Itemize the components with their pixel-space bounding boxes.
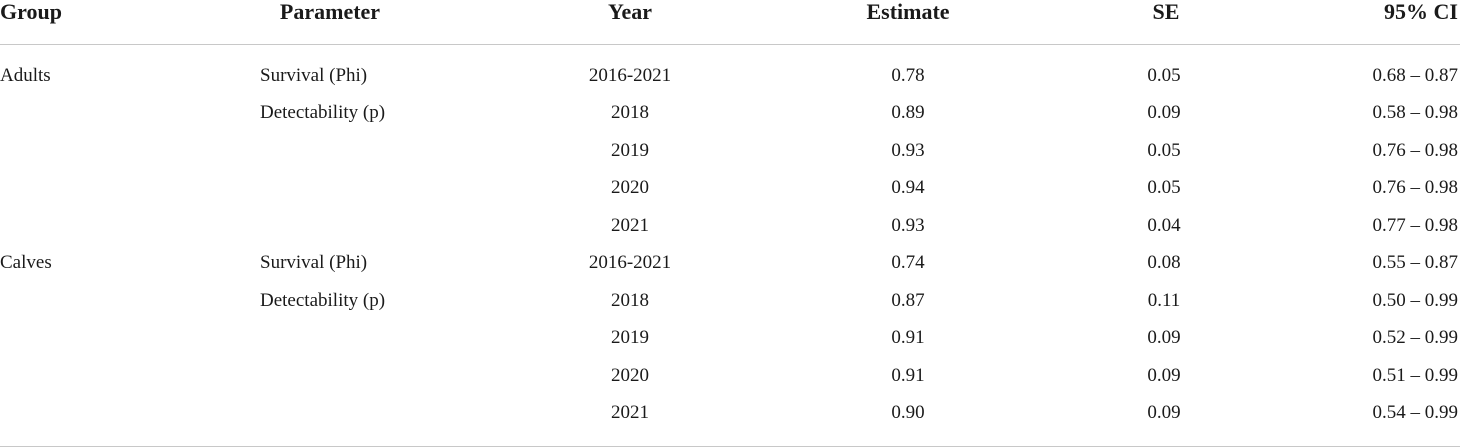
year: 2016-2021 (588, 252, 672, 274)
confidence-interval: 0.51 – 0.99 (1372, 364, 1459, 386)
estimate: 0.91 (891, 364, 925, 386)
column-header: Group (0, 0, 62, 24)
estimate: 0.94 (891, 177, 925, 199)
year: 2016-2021 (588, 65, 672, 86)
estimate: 0.93 (891, 214, 925, 236)
confidence-interval: 0.55 – 0.87 (1372, 252, 1459, 274)
standard-error: 0.09 (1147, 327, 1181, 349)
year: 2020 (611, 364, 649, 386)
parameter-name: Detectability (p) (260, 289, 386, 311)
year: 2018 (611, 102, 649, 124)
parameter-name: Survival (Phi) (260, 252, 368, 274)
confidence-interval: 0.68 – 0.87 (1372, 65, 1459, 86)
column-header: Year (608, 0, 652, 24)
estimate: 0.78 (891, 65, 925, 86)
standard-error: 0.08 (1147, 252, 1181, 274)
year: 2019 (611, 139, 649, 161)
column-header: Parameter (279, 0, 381, 24)
year: 2021 (611, 402, 649, 424)
confidence-interval: 0.76 – 0.98 (1372, 139, 1459, 161)
estimate: 0.89 (891, 102, 925, 124)
standard-error: 0.11 (1147, 289, 1181, 311)
confidence-interval: 0.58 – 0.98 (1372, 102, 1459, 124)
year: 2021 (611, 214, 649, 236)
estimate: 0.90 (891, 402, 925, 424)
estimate: 0.87 (891, 289, 925, 311)
estimate: 0.91 (891, 327, 925, 349)
column-header: SE (1152, 0, 1180, 24)
confidence-interval: 0.77 – 0.98 (1372, 214, 1459, 236)
confidence-interval: 0.50 – 0.99 (1372, 289, 1459, 311)
group-name: Calves (0, 252, 52, 274)
confidence-interval: 0.52 – 0.99 (1372, 327, 1459, 349)
standard-error: 0.05 (1147, 139, 1181, 161)
standard-error: 0.09 (1147, 364, 1181, 386)
confidence-interval: 0.76 – 0.98 (1372, 177, 1459, 199)
standard-error: 0.09 (1147, 402, 1181, 424)
group-name: Adults (0, 65, 51, 86)
standard-error: 0.05 (1147, 65, 1181, 86)
year: 2020 (611, 177, 649, 199)
standard-error: 0.09 (1147, 102, 1181, 124)
parameter-name: Detectability (p) (260, 102, 386, 124)
estimate: 0.74 (891, 252, 925, 274)
estimate: 0.93 (891, 139, 925, 161)
bottom-rule (0, 446, 1460, 447)
column-header: 95% CI (1384, 0, 1458, 24)
year: 2019 (611, 327, 649, 349)
standard-error: 0.05 (1147, 177, 1181, 199)
header-rule (0, 44, 1460, 45)
column-header: Estimate (866, 0, 950, 24)
parameter-name: Survival (Phi) (260, 65, 368, 86)
confidence-interval: 0.54 – 0.99 (1372, 402, 1459, 424)
year: 2018 (611, 289, 649, 311)
standard-error: 0.04 (1147, 214, 1181, 236)
